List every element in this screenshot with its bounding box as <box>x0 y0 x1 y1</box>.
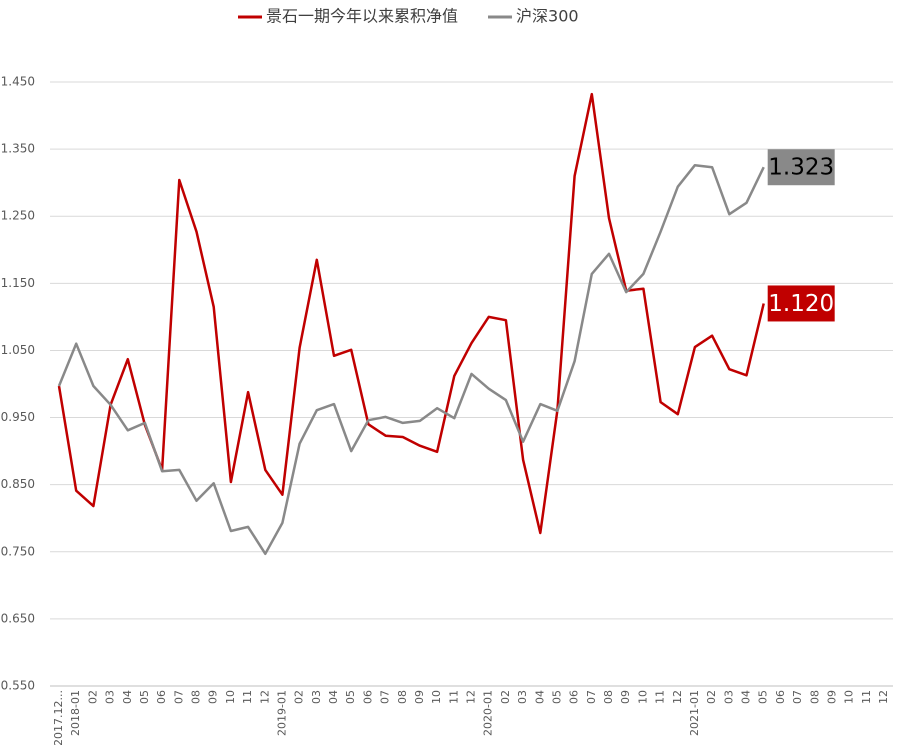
x-tick-label: 04 <box>121 690 134 704</box>
x-tick-label: 2018-01 <box>69 690 82 736</box>
x-tick-label: 05 <box>344 690 357 704</box>
x-tick-label: 03 <box>310 690 323 704</box>
x-tick-label: 11 <box>654 690 667 704</box>
x-tick-label: 09 <box>207 690 220 704</box>
x-tick-label: 07 <box>585 690 598 704</box>
x-tick-label: 12 <box>671 690 684 704</box>
x-tick-label: 06 <box>774 690 787 704</box>
x-tick-label: 05 <box>138 690 151 704</box>
x-tick-label: 09 <box>413 690 426 704</box>
legend-label: 沪深300 <box>516 7 579 26</box>
x-tick-label: 12 <box>465 690 478 704</box>
x-tick-label: 10 <box>224 690 237 704</box>
x-tick-label: 04 <box>740 690 753 704</box>
x-tick-label: 11 <box>860 690 873 704</box>
y-tick-label: 0.550 <box>1 679 35 693</box>
y-tick-label: 0.850 <box>1 477 35 491</box>
x-tick-label: 12 <box>877 690 890 704</box>
x-tick-label: 11 <box>241 690 254 704</box>
x-tick-label: 11 <box>447 690 460 704</box>
x-tick-label: 08 <box>808 690 821 704</box>
y-tick-label: 1.150 <box>1 276 35 290</box>
x-tick-label: 09 <box>825 690 838 704</box>
x-tick-label: 08 <box>602 690 615 704</box>
x-tick-label: 07 <box>379 690 392 704</box>
x-tick-label: 02 <box>705 690 718 704</box>
x-tick-label: 07 <box>791 690 804 704</box>
value-label: 1.120 <box>768 291 834 317</box>
x-tick-label: 08 <box>396 690 409 704</box>
x-tick-label: 02 <box>293 690 306 704</box>
x-tick-label: 2020-01 <box>482 690 495 736</box>
y-tick-label: 1.450 <box>1 75 35 89</box>
x-tick-label: 10 <box>430 690 443 704</box>
x-tick-label: 2017.12... <box>52 690 65 745</box>
x-tick-label: 06 <box>568 690 581 704</box>
x-tick-label: 03 <box>516 690 529 704</box>
x-tick-label: 04 <box>327 690 340 704</box>
x-tick-label: 06 <box>361 690 374 704</box>
value-label-box <box>767 149 835 186</box>
y-tick-label: 0.950 <box>1 410 35 424</box>
y-tick-label: 0.650 <box>1 611 35 625</box>
y-tick-label: 1.250 <box>1 209 35 223</box>
value-label-box <box>767 285 835 322</box>
x-tick-label: 03 <box>104 690 117 704</box>
y-tick-label: 1.050 <box>1 343 35 357</box>
x-tick-label: 12 <box>258 690 271 704</box>
x-tick-label: 03 <box>722 690 735 704</box>
y-tick-label: 0.750 <box>1 544 35 558</box>
x-tick-label: 2021-01 <box>688 690 701 736</box>
x-tick-label: 2019-01 <box>275 690 288 736</box>
series-line <box>57 92 765 535</box>
y-tick-label: 1.350 <box>1 142 35 156</box>
x-tick-label: 06 <box>155 690 168 704</box>
x-tick-label: 08 <box>190 690 203 704</box>
series-line <box>57 163 765 556</box>
x-tick-label: 10 <box>843 690 856 704</box>
legend-label: 景石一期今年以来累积净值 <box>266 7 458 26</box>
x-tick-label: 02 <box>499 690 512 704</box>
x-tick-label: 04 <box>533 690 546 704</box>
x-tick-label: 05 <box>757 690 770 704</box>
x-tick-label: 09 <box>619 690 632 704</box>
x-tick-label: 02 <box>86 690 99 704</box>
value-label: 1.323 <box>768 155 834 181</box>
x-tick-label: 10 <box>636 690 649 704</box>
x-tick-label: 05 <box>550 690 563 704</box>
x-tick-label: 07 <box>172 690 185 704</box>
